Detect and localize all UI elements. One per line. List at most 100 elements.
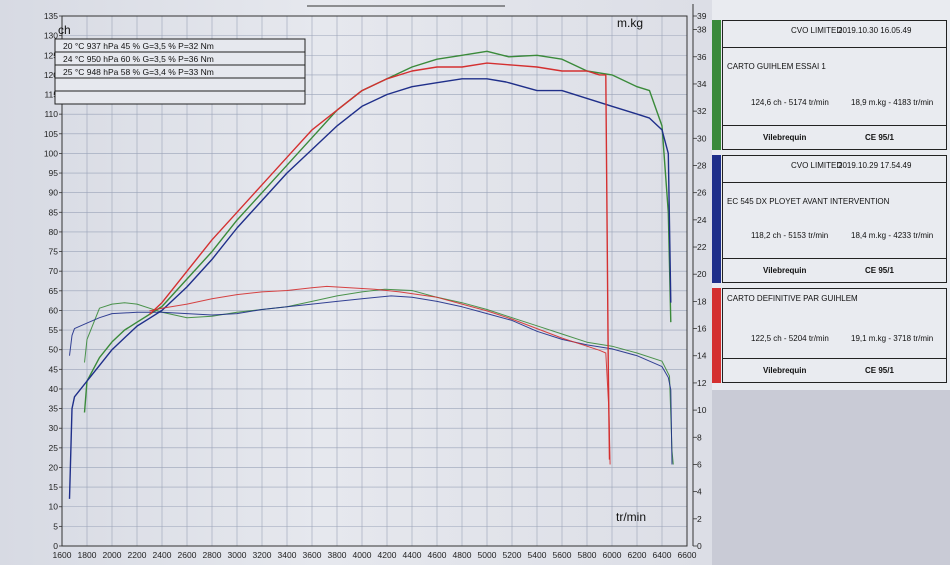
- grid: [61, 15, 688, 547]
- legend-torque: 18,9 m.kg - 4183 tr/min: [851, 98, 934, 107]
- y-right-tick-label: 38: [697, 25, 707, 35]
- y-left-tick-label: 95: [49, 168, 59, 178]
- y-left-tick-label: 90: [49, 188, 59, 198]
- legend-card: CVO LIMITED 2019.10.29 17.54.49 EC 545 DX …: [722, 155, 947, 283]
- y-right-tick-label: 6: [697, 459, 702, 469]
- y-left-tick-label: 5: [53, 521, 58, 531]
- y-left-tick-label: 120: [44, 70, 58, 80]
- torque-curve-0: [84, 288, 674, 465]
- dyno-chart: 0510152025303540455055606570758085909510…: [44, 4, 707, 560]
- legend-color-swatch: [712, 155, 721, 283]
- legend-header-left: CVO LIMITED: [791, 161, 843, 170]
- y-right-tick-label: 32: [697, 106, 707, 116]
- x-tick-label: 2600: [178, 550, 197, 560]
- series-layer: [68, 50, 674, 499]
- y-right-tick-label: 28: [697, 160, 707, 170]
- y-right-tick-label: 0: [697, 541, 702, 551]
- y-left-tick-label: 105: [44, 129, 58, 139]
- legend-footer-row: Vilebrequin CE 95/1: [722, 126, 947, 150]
- torque-curve-2: [149, 285, 611, 465]
- x-tick-label: 5600: [553, 550, 572, 560]
- y-left-tick-label: 110: [44, 109, 58, 119]
- x-tick-label: 4200: [378, 550, 397, 560]
- legend-power: 122,5 ch - 5204 tr/min: [751, 334, 829, 343]
- y-right-tick-label: 12: [697, 378, 707, 388]
- power-curve-1: [68, 78, 672, 499]
- y-right-tick-label: 18: [697, 296, 707, 306]
- legend-panel: CVO LIMITED 2019.10.30 16.05.49 CARTO GUIH…: [712, 0, 950, 390]
- y-right-tick-label: 4: [697, 487, 702, 497]
- torque-curve-1: [69, 295, 673, 465]
- y-right-tick-label: 2: [697, 514, 702, 524]
- x-tick-label: 2200: [128, 550, 147, 560]
- legend-header-row: CVO LIMITED 2019.10.30 16.05.49: [722, 20, 947, 48]
- conditions-box: [54, 38, 306, 105]
- y-right-tick-label: 26: [697, 188, 707, 198]
- y-right-tick-label: 10: [697, 405, 707, 415]
- y-left-tick-label: 130: [44, 31, 58, 41]
- legend-color-swatch: [712, 20, 721, 150]
- x-tick-label: 4400: [403, 550, 422, 560]
- conditions-row: 25 °C 948 hPa 58 % G=3,4 % P=33 Nm: [63, 67, 214, 77]
- y-left-tick-label: 80: [49, 227, 59, 237]
- legend-torque: 18,4 m.kg - 4233 tr/min: [851, 231, 934, 240]
- y-left-tick-label: 125: [44, 50, 58, 60]
- x-tick-label: 6600: [678, 550, 697, 560]
- x-tick-label: 4000: [353, 550, 372, 560]
- x-tick-label: 5800: [578, 550, 597, 560]
- y-right-tick-label: 30: [697, 133, 707, 143]
- y-left-tick-label: 45: [49, 364, 59, 374]
- legend-body-row: CARTO DEFINITIVE PAR GUIHLEM 122,5 ch - 5…: [722, 288, 947, 359]
- y-right-tick-label: 20: [697, 269, 707, 279]
- y-left-tick-label: 35: [49, 404, 59, 414]
- conditions-row: 20 °C 937 hPa 45 % G=3,5 % P=32 Nm: [63, 41, 214, 51]
- x-tick-label: 1800: [78, 550, 97, 560]
- dyno-chart-area: 0 5 10 15 20 25 30 35 40 45 50 55 60 65 70 75 80 85 90 95 10…: [0, 0, 712, 565]
- legend-footer-left: Vilebrequin: [763, 133, 807, 142]
- y-right-tick-label: 39: [697, 11, 707, 21]
- legend-title: EC 545 DX PLOYET AVANT INTERVENTION: [727, 197, 890, 206]
- y-left-tick-label: 85: [49, 207, 59, 217]
- x-tick-label: 3400: [278, 550, 297, 560]
- y-left-tick-label: 50: [49, 345, 59, 355]
- legend-title: CARTO DEFINITIVE PAR GUIHLEM: [727, 294, 858, 303]
- legend-power: 124,6 ch - 5174 tr/min: [751, 98, 829, 107]
- y-left-tick-label: 15: [49, 482, 59, 492]
- y-left-tick-label: 75: [49, 247, 59, 257]
- y-left-tick-label: 25: [49, 443, 59, 453]
- legend-footer-left: Vilebrequin: [763, 366, 807, 375]
- left-axis-unit: ch: [58, 23, 71, 37]
- y-right-tick-label: 36: [697, 52, 707, 62]
- x-tick-label: 4600: [428, 550, 447, 560]
- x-tick-label: 6200: [628, 550, 647, 560]
- right-axis-unit: m.kg: [617, 16, 643, 30]
- legend-header-right: 2019.10.30 16.05.49: [838, 26, 912, 35]
- x-tick-label: 1600: [53, 550, 72, 560]
- legend-footer-right: CE 95/1: [865, 266, 894, 275]
- y-right-tick-label: 16: [697, 324, 707, 334]
- y-right-tick-label: 8: [697, 432, 702, 442]
- x-tick-label: 3800: [328, 550, 347, 560]
- x-tick-label: 2800: [203, 550, 222, 560]
- x-tick-label: 6000: [603, 550, 622, 560]
- legend-title: CARTO GUIHLEM ESSAI 1: [727, 62, 826, 71]
- power-curve-2: [149, 62, 611, 460]
- y-left-tick-label: 40: [49, 384, 59, 394]
- legend-torque: 19,1 m.kg - 3718 tr/min: [851, 334, 934, 343]
- legend-entry: CVO LIMITED 2019.10.29 17.54.49 EC 545 DX …: [712, 155, 950, 283]
- legend-entry: CVO LIMITED 2019.10.30 16.05.49 CARTO GUIH…: [712, 20, 950, 150]
- y-left-tick-label: 60: [49, 305, 59, 315]
- x-tick-label: 5400: [528, 550, 547, 560]
- conditions-row: 24 °C 950 hPa 60 % G=3,5 % P=36 Nm: [63, 54, 214, 64]
- legend-body-row: EC 545 DX PLOYET AVANT INTERVENTION 118,2…: [722, 183, 947, 259]
- conditions-table: 20 °C 937 hPa 45 % G=3,5 % P=32 Nm 24 °C …: [54, 38, 306, 105]
- y-right-tick-label: 24: [697, 215, 707, 225]
- plot-frame: [61, 15, 688, 547]
- y-left-tick-label: 55: [49, 325, 59, 335]
- legend-footer-right: CE 95/1: [865, 133, 894, 142]
- legend-card: CARTO DEFINITIVE PAR GUIHLEM 122,5 ch - 5…: [722, 288, 947, 383]
- x-tick-label: 6400: [653, 550, 672, 560]
- legend-header-row: CVO LIMITED 2019.10.29 17.54.49: [722, 155, 947, 183]
- y-left-tick-label: 65: [49, 286, 59, 296]
- x-axis-unit: tr/min: [616, 510, 646, 524]
